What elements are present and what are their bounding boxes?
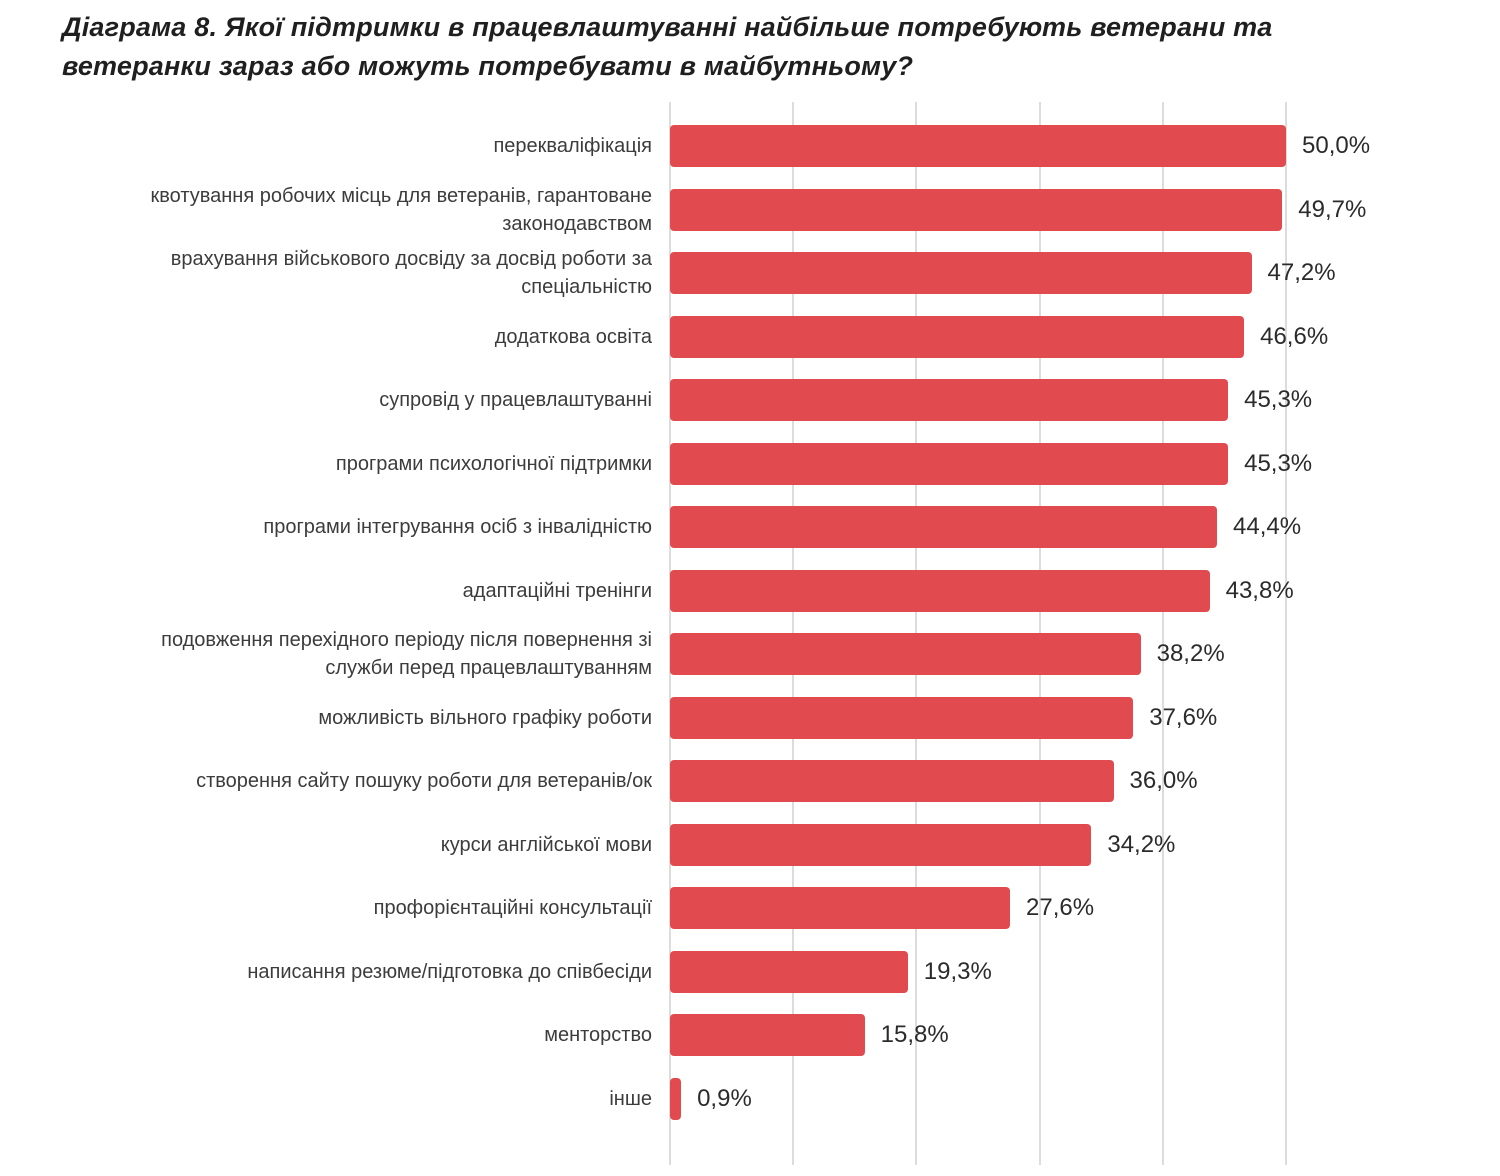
bar [670,125,1286,167]
value-label: 43,8% [1225,576,1294,604]
value-label: 50,0% [1302,132,1371,159]
value-label: 44,4% [1233,513,1302,540]
value-label: 0,9% [697,1084,752,1112]
plot-area: 50,0% 49,7% 47,2% 46,6% 45,3% 45,3% 44,4% 43,8%… [669,102,1440,1165]
bar [670,823,1092,866]
category-label: створення сайту пошуку роботи для ветера… [196,770,652,792]
category-label: курси англійської мови [440,833,652,856]
value-label: 46,6% [1260,322,1329,350]
bar [670,950,908,993]
value-label: 45,3% [1244,386,1313,413]
category-label: додаткова освіта [494,325,652,348]
value-label: 45,3% [1244,449,1313,477]
bar [670,1077,682,1120]
category-label: квотування робочих місць для ветеранів, … [150,184,652,235]
value-label: 15,8% [880,1021,949,1048]
gridline [1285,102,1287,1165]
category-label: менторство [544,1024,652,1046]
category-label: інше [609,1087,652,1110]
bar [670,506,1217,548]
value-label: 36,0% [1129,767,1198,794]
value-label: 37,6% [1149,703,1218,731]
value-label: 27,6% [1026,894,1095,921]
bar [670,188,1283,231]
gridline [1161,102,1164,1165]
value-label: 19,3% [923,957,992,985]
bar [670,887,1011,929]
category-label: адаптаційні тренінги [462,579,652,602]
category-label: написання резюме/підготовка до співбесід… [247,960,652,983]
category-axis: перекваліфікація квотування робочих місць… [40,102,652,1165]
value-label: 34,2% [1107,830,1176,858]
bar [670,696,1134,739]
value-label: 49,7% [1298,195,1367,223]
bar [670,1014,865,1056]
category-label: перекваліфікація [493,135,652,157]
category-label: врахування військового досвіду за досвід… [170,248,652,298]
bar [670,760,1114,802]
bar [670,252,1252,294]
category-label: можливість вільного графіку роботи [318,706,652,729]
category-label: програми психологічної підтримки [335,452,652,475]
bar [670,633,1141,675]
bar [670,315,1245,358]
bar [670,569,1210,612]
value-label: 47,2% [1267,259,1336,286]
chart-title: Діаграма 8. Якої підтримки в працевлашту… [62,12,1273,81]
category-label: профорієнтаційні консультації [373,897,652,919]
category-label: програми інтегрування осіб з інвалідніст… [263,516,652,538]
category-label: супровід у працевлаштуванні [379,389,652,411]
bar [670,379,1229,421]
category-label: подовження перехідного періоду після пов… [161,629,652,679]
value-label: 38,2% [1156,640,1225,667]
bar [670,442,1229,485]
